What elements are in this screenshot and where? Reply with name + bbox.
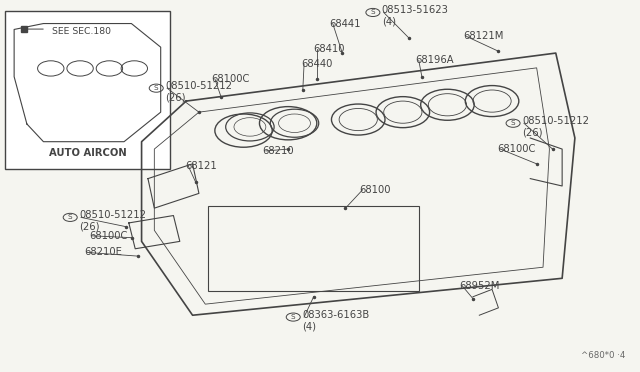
Text: 68952M: 68952M [459,281,499,291]
Text: 68100: 68100 [360,185,391,195]
Text: 08510-51212
(26): 08510-51212 (26) [165,81,232,103]
Text: 68100C: 68100C [90,231,128,241]
Text: S: S [291,314,296,320]
Text: 68196A: 68196A [415,55,454,65]
Text: 68210E: 68210E [84,247,122,257]
Text: ^680*0 ·4: ^680*0 ·4 [582,350,626,359]
Text: S: S [371,9,375,16]
Text: 68441: 68441 [330,19,361,29]
Text: AUTO AIRCON: AUTO AIRCON [49,148,126,158]
Text: S: S [511,120,515,126]
Text: 08513-51623
(4): 08513-51623 (4) [382,5,449,27]
Text: 08363-6163B
(4): 08363-6163B (4) [302,310,369,331]
Text: 68100C: 68100C [497,144,536,154]
Text: S: S [154,85,159,91]
Text: 08510-51212
(26): 08510-51212 (26) [79,210,146,232]
FancyBboxPatch shape [4,11,170,169]
Text: 68410: 68410 [314,44,345,54]
Text: 68440: 68440 [301,59,332,69]
Text: 68121M: 68121M [463,32,504,41]
Text: 68210: 68210 [262,146,294,156]
Text: 08510-51212
(26): 08510-51212 (26) [522,116,589,138]
Text: SEE SEC.180: SEE SEC.180 [52,27,111,36]
Text: S: S [68,214,72,220]
Text: 68121: 68121 [185,161,217,171]
Text: 68100C: 68100C [212,74,250,84]
